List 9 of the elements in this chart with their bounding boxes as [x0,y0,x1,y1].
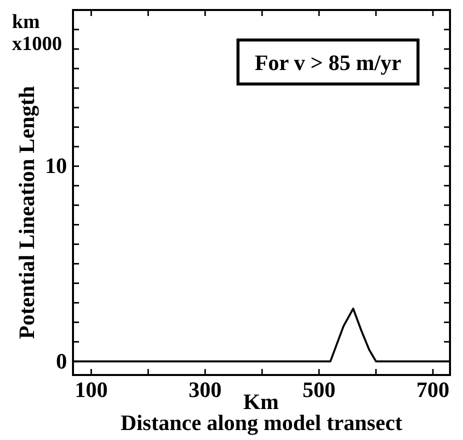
text: km x1000 [12,11,62,55]
annotation: For v > 85 m/yr [254,50,402,75]
x-tick-label: 300 [188,377,222,402]
x-tick-label: 100 [74,377,108,402]
y-axis-title: Potential Lineation Length [14,86,39,340]
x-tick-label: 700 [416,377,450,402]
y-tick-label: 10 [45,153,67,178]
y-tick-label: 0 [56,348,67,374]
x-tick-label: 500 [302,377,336,402]
